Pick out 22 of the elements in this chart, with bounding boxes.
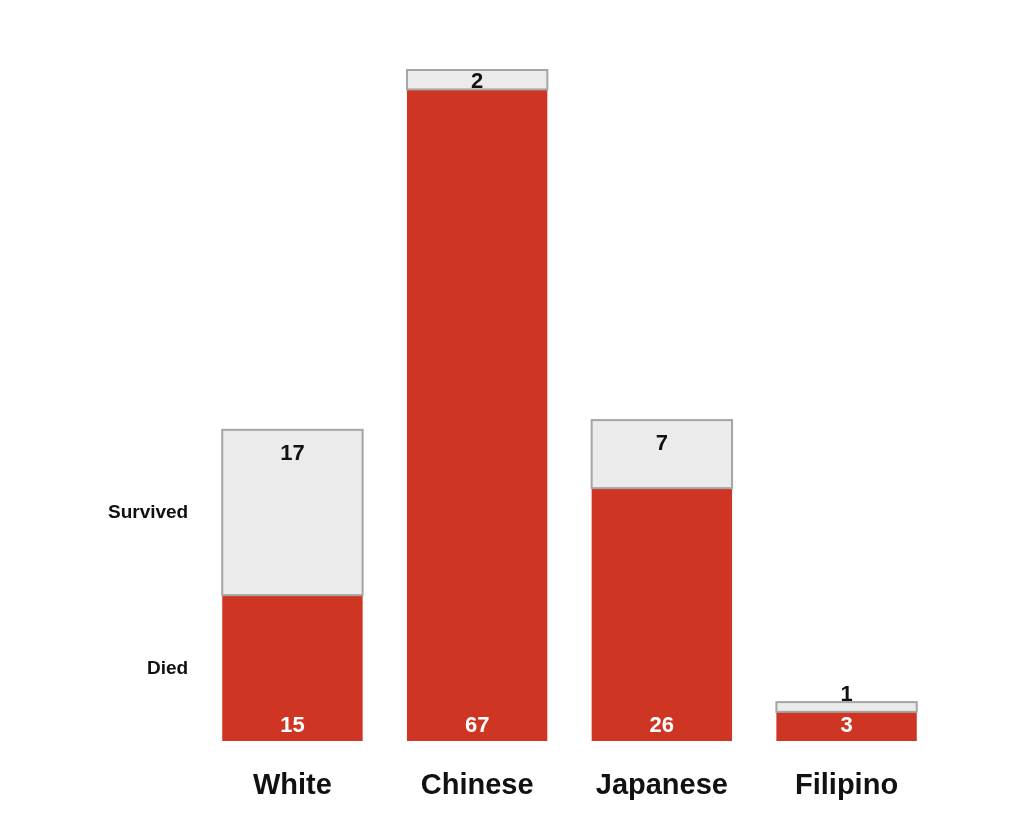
x-tick-label: Filipino [795, 768, 899, 800]
x-tick-label: Japanese [595, 768, 728, 800]
data-label: 17 [280, 439, 305, 465]
bar [222, 595, 363, 741]
data-label: 1 [840, 681, 853, 707]
data-label: 3 [840, 712, 853, 737]
data-label: 26 [649, 712, 675, 737]
bar [405, 69, 549, 91]
data-label: 2 [471, 67, 484, 93]
bar [775, 701, 918, 713]
bar [590, 419, 734, 490]
x-tick-label: White [252, 768, 332, 800]
bar [776, 711, 917, 741]
bar [221, 428, 364, 597]
data-label: 67 [464, 712, 490, 737]
bar [591, 488, 733, 741]
x-tick-label: Chinese [420, 768, 534, 800]
data-label: 7 [655, 430, 668, 456]
series-label: Died [147, 657, 189, 679]
data-label: 15 [280, 712, 305, 737]
series-label: Survived [107, 501, 189, 523]
bar [406, 89, 548, 741]
